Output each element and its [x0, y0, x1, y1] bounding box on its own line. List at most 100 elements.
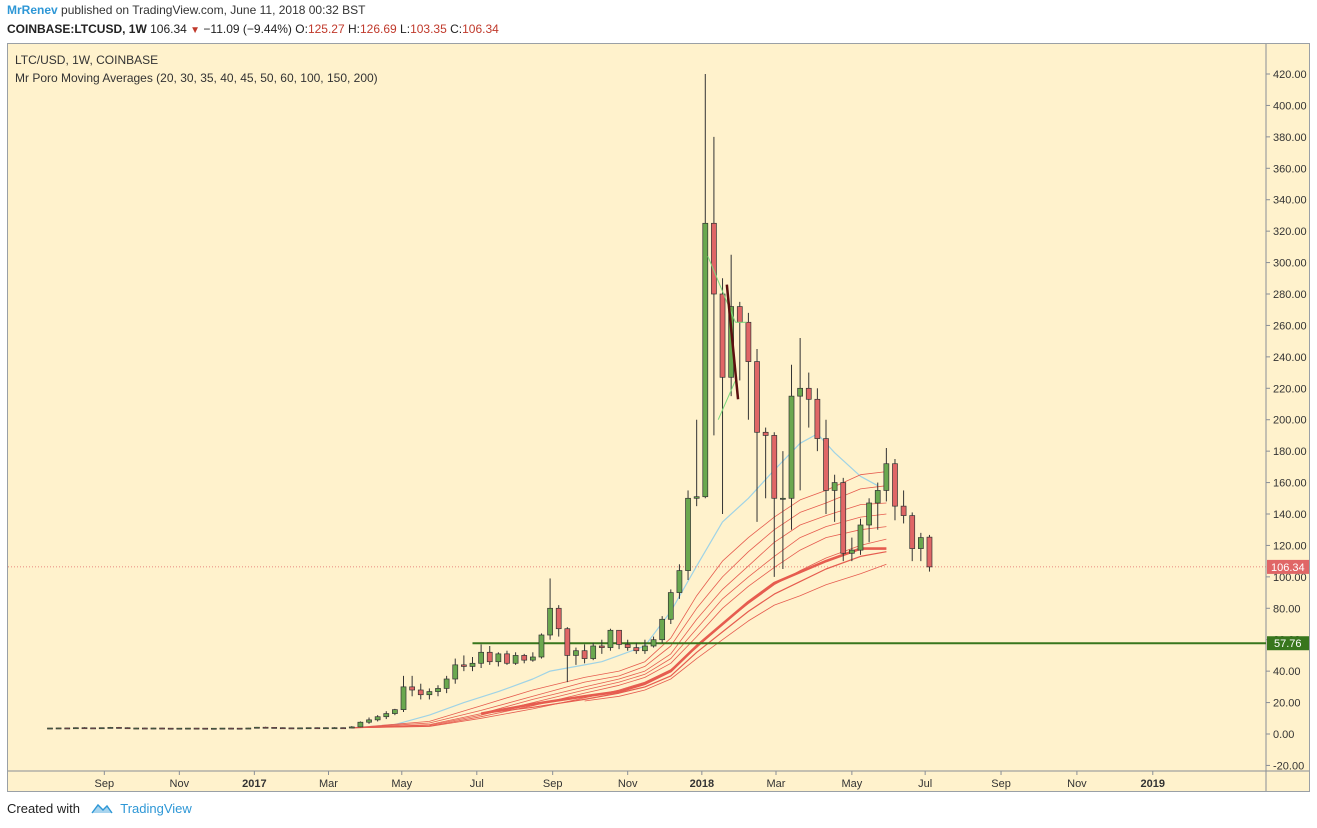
candle-body: [245, 727, 252, 730]
open-value: 125.27: [307, 22, 345, 36]
candle-body: [426, 691, 433, 696]
candle-body: [831, 482, 838, 491]
candle-body: [685, 497, 691, 571]
ma200-line: [481, 551, 887, 715]
close-label: C:: [450, 22, 463, 36]
candle-body: [547, 607, 553, 636]
candle-body: [90, 727, 96, 730]
candle-body: [116, 727, 122, 729]
candle-body: [55, 727, 62, 730]
x-tick-label: Sep: [543, 778, 563, 790]
x-tick-label: Mar: [319, 778, 338, 790]
legend-symbol: LTC/USD, 1W, COINBASE: [15, 53, 158, 67]
published-info: published on TradingView.com, June 11, 2…: [61, 3, 366, 17]
candle-body: [305, 727, 312, 730]
candle-body: [73, 727, 79, 730]
candle-body: [392, 709, 398, 714]
candle-body: [254, 726, 260, 729]
candle-body: [228, 727, 234, 730]
y-tick-label: 40.00: [1273, 666, 1301, 678]
chart-pane[interactable]: -20.000.0020.0040.0060.0080.00100.00120.…: [7, 43, 1310, 792]
candle-body: [495, 653, 502, 663]
candle-body: [883, 463, 890, 491]
price-chart[interactable]: -20.000.0020.0040.0060.0080.00100.00120.…: [8, 44, 1309, 791]
candle-body: [857, 524, 864, 551]
candle-body: [288, 727, 295, 730]
author-link[interactable]: MrRenev: [7, 3, 58, 17]
ma30-line: [351, 471, 887, 729]
footer: Created with TradingView: [7, 801, 192, 818]
x-tick-label: Nov: [618, 778, 638, 790]
candle-body: [150, 727, 157, 730]
candle-body: [892, 463, 898, 507]
last-price: 106.34: [150, 22, 187, 36]
candle-body: [849, 549, 855, 554]
candle-body: [124, 727, 131, 730]
y-tick-label: 300.00: [1273, 258, 1307, 270]
publish-header: MrRenev published on TradingView.com, Ju…: [0, 0, 1317, 44]
x-tick-label: Mar: [767, 778, 786, 790]
candle-body: [366, 719, 372, 723]
candle-body: [279, 727, 286, 730]
candle-body: [486, 651, 493, 663]
candle-body: [409, 686, 415, 691]
candle-body: [754, 361, 760, 433]
symbol-ohlc-line: COINBASE:LTCUSD, 1W 106.34 ▼ −11.09 (−9.…: [7, 22, 499, 36]
candle-body: [323, 727, 329, 730]
price-change: −11.09 (−9.44%): [203, 22, 292, 36]
candle-body: [98, 727, 105, 730]
high-value: 126.69: [360, 22, 397, 36]
candle-body: [314, 727, 321, 730]
y-tick-label: 260.00: [1273, 320, 1307, 332]
candle-body: [840, 482, 847, 554]
candle-body: [210, 727, 217, 730]
candle-body: [81, 727, 88, 730]
y-tick-label: 80.00: [1273, 603, 1301, 615]
created-with-text: Created with: [7, 801, 80, 816]
candle-body: [159, 727, 165, 730]
candle-body: [271, 727, 278, 729]
low-label: L:: [400, 22, 411, 36]
candle-body: [461, 664, 467, 667]
candle-body: [374, 716, 381, 721]
candle-body: [478, 651, 484, 664]
candle-body: [348, 726, 355, 729]
ma45-line: [351, 513, 887, 729]
candle-body: [719, 293, 726, 378]
candle-body: [917, 537, 924, 549]
y-tick-label: 100.00: [1273, 572, 1307, 584]
candle-body: [780, 497, 786, 500]
candle-body: [504, 653, 510, 664]
candle-body: [693, 496, 700, 499]
x-tick-label: Jul: [470, 778, 484, 790]
x-tick-label: 2019: [1141, 778, 1165, 790]
y-tick-label: -20.00: [1273, 760, 1304, 772]
ma150-line: [584, 563, 887, 702]
candle-body: [900, 505, 907, 516]
x-tick-label: 2018: [690, 778, 714, 790]
close-value: 106.34: [462, 22, 499, 36]
open-label: O:: [295, 22, 308, 36]
trend-line: [707, 256, 736, 323]
tradingview-logo-icon[interactable]: [90, 801, 114, 818]
ma100-line: [480, 547, 887, 715]
y-tick-label: 140.00: [1273, 509, 1307, 521]
candle-body: [383, 713, 390, 718]
candle-body: [185, 727, 191, 730]
y-tick-label: 200.00: [1273, 415, 1307, 427]
candle-body: [176, 727, 183, 730]
x-tick-label: Jul: [918, 778, 932, 790]
candle-body: [823, 438, 829, 491]
ma20-line: [351, 433, 878, 729]
x-tick-label: Sep: [95, 778, 115, 790]
tradingview-link[interactable]: TradingView: [120, 801, 192, 816]
candle-body: [590, 645, 597, 659]
y-tick-label: 320.00: [1273, 226, 1307, 238]
x-tick-label: Nov: [1067, 778, 1087, 790]
y-tick-label: 120.00: [1273, 540, 1307, 552]
candle-body: [555, 607, 562, 630]
candle-body: [573, 650, 579, 656]
y-tick-label: 160.00: [1273, 478, 1307, 490]
candle-body: [814, 398, 821, 439]
publish-line: MrRenev published on TradingView.com, Ju…: [7, 3, 365, 17]
